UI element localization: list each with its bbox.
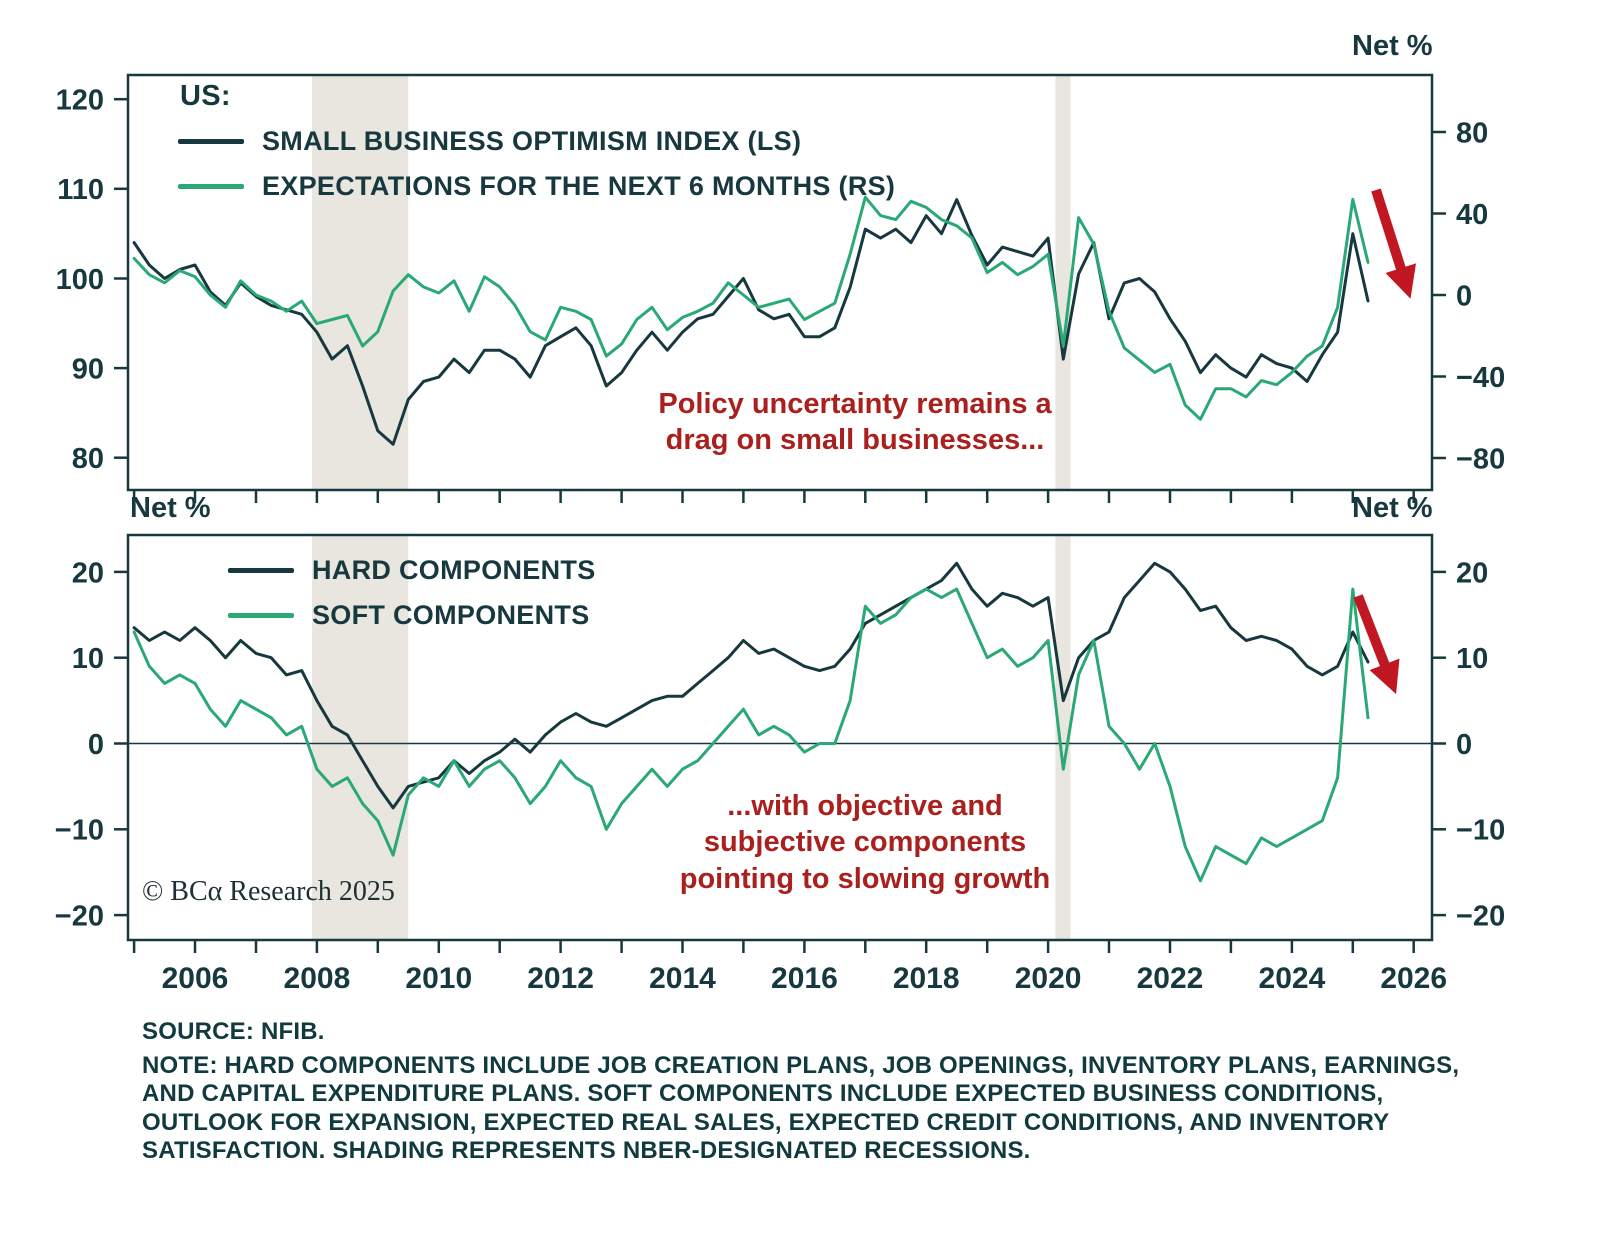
series-line-0: [132, 561, 1370, 810]
legend-label-optimism: SMALL BUSINESS OPTIMISM INDEX (LS): [262, 126, 802, 156]
legend-item-soft-components: SOFT COMPONENTS: [228, 593, 596, 638]
plot-border: [126, 73, 1434, 492]
legend-heading-us: US:: [180, 80, 231, 112]
bottom-legend: HARD COMPONENTS SOFT COMPONENTS: [228, 548, 596, 638]
x-axis-year-label: 2006: [162, 962, 229, 995]
x-axis-year-label: 2020: [1015, 962, 1082, 995]
down-arrow-head: [1385, 263, 1416, 299]
x-axis-year-label: 2022: [1137, 962, 1204, 995]
top-right-axis-unit: Net %: [1352, 30, 1433, 62]
plot-border: [126, 533, 1434, 942]
x-axis-year-label: 2024: [1259, 962, 1326, 995]
bottom-left-axis-unit: Net %: [130, 492, 211, 524]
hard-components-line-swatch: [228, 568, 294, 573]
top-legend: US: SMALL BUSINESS OPTIMISM INDEX (LS) E…: [178, 80, 895, 209]
y-tick-label-right: −40: [1456, 362, 1505, 394]
legend-label-expectations: EXPECTATIONS FOR THE NEXT 6 MONTHS (RS): [262, 171, 896, 201]
recession-band: [312, 535, 409, 940]
optimism-line-swatch: [178, 139, 244, 144]
y-tick-label-left: 90: [72, 354, 104, 386]
legend-item-optimism-index: SMALL BUSINESS OPTIMISM INDEX (LS): [178, 119, 895, 164]
down-arrow-head: [1369, 658, 1400, 695]
expectations-line-swatch: [178, 184, 244, 189]
y-tick-label-right: −80: [1456, 443, 1505, 475]
legend-label-soft-components: SOFT COMPONENTS: [312, 600, 590, 630]
y-tick-label-left: −10: [55, 815, 104, 847]
note-block: NOTE: HARD COMPONENTS INCLUDE JOB CREATI…: [142, 1052, 1460, 1164]
y-tick-label-right: 80: [1456, 117, 1488, 149]
bottom-annotation: ...with objective and subjective compone…: [679, 790, 1051, 895]
x-axis-year-label: 2010: [405, 962, 472, 995]
series-line-1: [132, 587, 1370, 883]
bottom-right-axis-unit: Net %: [1352, 492, 1433, 524]
series-line-0: [132, 198, 1370, 446]
series-line-1: [132, 195, 1370, 421]
legend-item-expectations: EXPECTATIONS FOR THE NEXT 6 MONTHS (RS): [178, 164, 895, 209]
y-tick-label-left: −20: [55, 901, 104, 933]
legend-label-hard-components: HARD COMPONENTS: [312, 555, 596, 585]
x-axis-year-label: 2016: [771, 962, 838, 995]
y-tick-label-left: 80: [72, 443, 104, 475]
source-line: SOURCE: NFIB.: [142, 1018, 325, 1045]
y-tick-label-left: 10: [72, 643, 104, 675]
y-tick-label-left: 100: [56, 264, 104, 296]
x-axis-year-label: 2008: [284, 962, 351, 995]
soft-components-line-swatch: [228, 613, 294, 618]
down-arrow: [1353, 594, 1391, 670]
copyright-notice: © BCα Research 2025: [142, 876, 395, 907]
chart-panel-top: 120 110 100 90 80 80 40 0 −40 −80: [56, 73, 1505, 503]
y-tick-label-right: 40: [1456, 199, 1488, 231]
y-tick-label-right: −20: [1456, 901, 1505, 933]
x-axis-year-label: 2026: [1380, 962, 1447, 995]
down-arrow: [1371, 188, 1407, 274]
top-annotation: Policy uncertainty remains a drag on sma…: [658, 388, 1052, 457]
x-axis-year-label: 2018: [893, 962, 960, 995]
y-tick-label-left: 110: [57, 174, 104, 206]
y-tick-label-right: 20: [1456, 557, 1488, 589]
recession-band: [1055, 535, 1071, 940]
x-axis-year-label: 2014: [649, 962, 716, 995]
y-tick-label-right: −10: [1456, 815, 1505, 847]
y-tick-label-right: 0: [1456, 729, 1472, 761]
legend-item-hard-components: HARD COMPONENTS: [228, 548, 596, 593]
y-tick-label-right: 0: [1456, 280, 1472, 312]
y-tick-label-left: 20: [72, 557, 104, 589]
recession-band: [1055, 75, 1071, 490]
x-axis-year-label: 2012: [527, 962, 594, 995]
y-tick-label-right: 10: [1456, 643, 1488, 675]
y-tick-label-left: 120: [56, 85, 104, 117]
y-tick-label-left: 0: [88, 729, 104, 761]
recession-band: [312, 75, 409, 490]
